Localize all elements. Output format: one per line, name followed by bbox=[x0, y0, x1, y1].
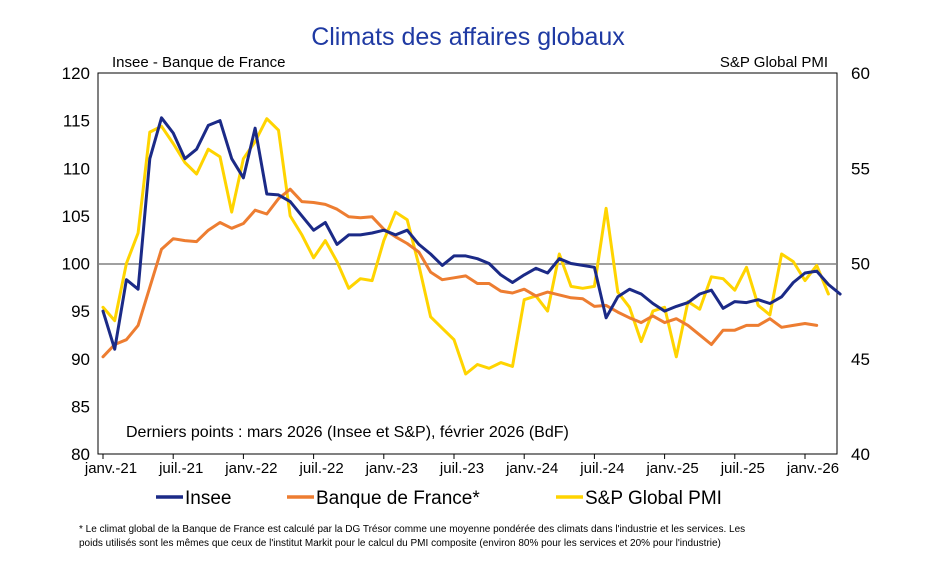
x-axis: janv.-21 juil.-21 janv.-22 juil.-22 janv.-23… bbox=[84, 454, 839, 477]
series-line-banque-de-france bbox=[101, 187, 819, 359]
legend-label-pmi: S&P Global PMI bbox=[585, 488, 722, 509]
footnote-line-2: poids utilisés sont les mêmes que ceux d… bbox=[79, 538, 721, 549]
x-tick-label: juil.-24 bbox=[579, 460, 624, 477]
y-tick-left-90: 90 bbox=[71, 350, 90, 369]
y-tick-left-105: 105 bbox=[62, 207, 90, 226]
right-axis-label: S&P Global PMI bbox=[720, 54, 828, 71]
x-tick-label: janv.-23 bbox=[365, 460, 418, 477]
chart-title: Climats des affaires globaux bbox=[311, 23, 625, 51]
x-tick-label: janv.-21 bbox=[84, 460, 137, 477]
y-tick-left-110: 110 bbox=[63, 159, 90, 178]
legend: Insee Banque de France* S&P Global PMI bbox=[156, 488, 722, 509]
x-tick-label: janv.-22 bbox=[224, 460, 277, 477]
x-tick-label: juil.-22 bbox=[299, 460, 344, 477]
y-tick-right-45: 45 bbox=[851, 350, 870, 369]
x-tick-label: janv.-24 bbox=[505, 460, 558, 477]
x-tick-label: juil.-23 bbox=[439, 460, 484, 477]
y-axis-right: 40 45 50 55 60 bbox=[851, 64, 870, 464]
left-axis-label: Insee - Banque de France bbox=[112, 54, 285, 71]
y-tick-left-85: 85 bbox=[71, 397, 90, 416]
x-tick-label: janv.-25 bbox=[645, 460, 698, 477]
footnote-line-1: * Le climat global de la Banque de Franc… bbox=[79, 524, 745, 535]
series-line-s-p-global-pmi bbox=[101, 117, 830, 376]
y-axis-left: 80 85 90 95 100 105 110 115 120 bbox=[62, 64, 90, 464]
legend-label-insee: Insee bbox=[185, 488, 231, 509]
y-tick-right-55: 55 bbox=[851, 159, 870, 178]
x-tick-label: juil.-25 bbox=[720, 460, 765, 477]
y-tick-right-60: 60 bbox=[851, 64, 870, 83]
series-line-insee bbox=[101, 116, 842, 351]
annotation-box bbox=[122, 418, 627, 444]
y-tick-right-40: 40 bbox=[851, 445, 870, 464]
y-tick-left-120: 120 bbox=[62, 64, 90, 83]
y-tick-left-95: 95 bbox=[71, 302, 90, 321]
x-tick-label: janv.-26 bbox=[786, 460, 839, 477]
y-tick-left-115: 115 bbox=[63, 112, 90, 131]
series-layer bbox=[101, 116, 842, 376]
y-tick-right-50: 50 bbox=[851, 255, 870, 274]
y-tick-left-80: 80 bbox=[71, 445, 90, 464]
legend-label-bdf: Banque de France* bbox=[316, 488, 480, 509]
x-tick-label: juil.-21 bbox=[158, 460, 203, 477]
annotation: Derniers points : mars 2026 (Insee et S&… bbox=[126, 424, 569, 441]
y-tick-left-100: 100 bbox=[62, 255, 90, 274]
